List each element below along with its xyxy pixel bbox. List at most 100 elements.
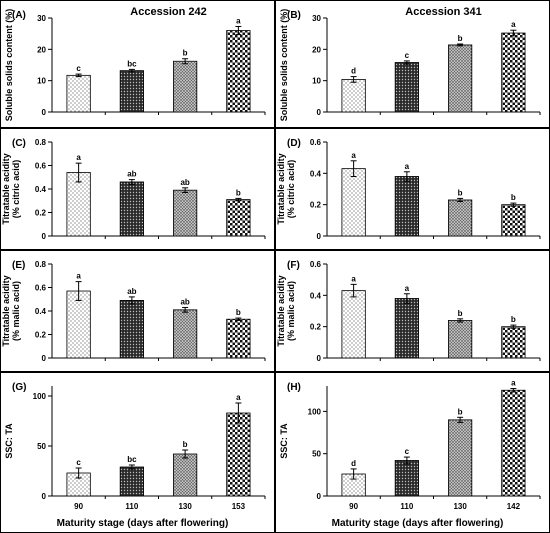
bar-G-110	[119, 466, 144, 497]
y-tick-label: 100	[33, 392, 47, 401]
significance-letter: bc	[127, 59, 137, 68]
significance-letter: d	[351, 459, 356, 468]
y-tick-label: 0	[42, 232, 47, 241]
bar-E-130	[173, 309, 198, 359]
panel-A: 0 10 20 30 (A) Accession 242 Soluble solids co…	[0, 0, 275, 128]
panel-border	[0, 250, 275, 372]
x-tick-label: 130	[453, 502, 467, 511]
chart-title: Accession 242	[130, 6, 206, 18]
significance-letter: a	[405, 284, 410, 293]
panel-E: 0 0.2 0.4 0.6 0.8 (E)Titratable acidity (% mal…	[0, 250, 275, 372]
bar-A-153	[226, 30, 251, 113]
x-tick-label: 110	[400, 502, 413, 511]
bar-F-130	[448, 320, 473, 359]
significance-letter: a	[236, 393, 241, 402]
bar-F-142	[501, 326, 526, 359]
y-tick-label: 0.4	[35, 307, 47, 316]
bar-B-110	[394, 62, 419, 113]
y-tick-label: 20	[312, 45, 321, 54]
y-axis-label: Titratable acidity	[276, 153, 286, 224]
y-tick-label: 0	[42, 108, 47, 117]
x-tick-label: 153	[232, 502, 246, 511]
significance-letter: ab	[180, 297, 189, 306]
panel-label: (F)	[287, 260, 300, 271]
x-axis-label: Maturity stage (days after flowering)	[332, 518, 504, 529]
bar-A-130	[173, 60, 198, 113]
y-axis-label: (% citric acid)	[11, 160, 21, 219]
significance-letter: c	[405, 447, 410, 456]
significance-letter: ab	[127, 287, 136, 296]
panel-D: 0 0.2 0.4 0.6 (D)Titratable acidity (% citric…	[275, 128, 550, 250]
y-tick-label: 0.6	[35, 284, 47, 293]
significance-letter: b	[458, 407, 463, 416]
panel-label: (A)	[12, 10, 26, 21]
y-tick-label: 0.2	[310, 201, 322, 210]
significance-letter: a	[351, 274, 356, 283]
panel-C: 0 0.2 0.4 0.6 0.8 (C)Titratable acidity (% cit…	[0, 128, 275, 250]
panel-label: (D)	[287, 138, 301, 149]
significance-letter: a	[405, 162, 410, 171]
y-tick-label: 0.6	[310, 138, 322, 147]
significance-letter: a	[236, 16, 241, 25]
x-tick-label: 130	[178, 502, 192, 511]
significance-letter: ab	[180, 178, 189, 187]
panel-B: 0 10 20 30 (B) Accession 341 Soluble solids co…	[275, 0, 550, 128]
y-axis-label: (% citric acid)	[286, 160, 296, 219]
x-tick-label: 90	[74, 502, 83, 511]
panel-label: (B)	[287, 10, 301, 21]
y-axis-label: (% malic acid)	[286, 281, 296, 341]
x-tick-label: 90	[349, 502, 358, 511]
bar-G-153	[226, 412, 251, 497]
panel-border	[0, 128, 275, 250]
bar-D-142	[501, 204, 526, 237]
significance-letter: b	[511, 193, 516, 202]
panel-label: (E)	[12, 260, 25, 271]
panel-label: (H)	[287, 382, 301, 393]
significance-letter: d	[351, 67, 356, 76]
y-tick-label: 0.4	[35, 185, 47, 194]
y-tick-label: 0.2	[35, 331, 47, 340]
significance-letter: c	[76, 458, 81, 467]
y-tick-label: 0.6	[35, 162, 47, 171]
y-tick-label: 50	[312, 450, 321, 459]
bar-B-142	[501, 32, 526, 113]
significance-letter: c	[405, 51, 410, 60]
y-tick-label: 0.2	[310, 323, 322, 332]
y-tick-label: 10	[312, 77, 321, 86]
y-tick-label: 30	[37, 14, 46, 23]
y-axis-label: Titratable acidity	[276, 275, 286, 346]
y-axis-label: Soluble solids content (%)	[4, 9, 14, 122]
y-tick-label: 0.4	[310, 169, 322, 178]
y-tick-label: 20	[37, 45, 46, 54]
y-tick-label: 0.8	[35, 138, 47, 147]
bar-G-130	[173, 453, 198, 497]
bar-E-153	[226, 318, 251, 359]
panel-label: (G)	[12, 382, 26, 393]
bar-A-110	[119, 70, 144, 113]
y-tick-label: 0	[317, 492, 322, 501]
panel-border	[0, 0, 275, 128]
x-tick-label: 110	[125, 502, 138, 511]
bar-E-90	[66, 290, 91, 359]
bar-C-153	[226, 199, 251, 237]
panel-label: (C)	[12, 138, 26, 149]
significance-letter: c	[76, 64, 81, 73]
y-tick-label: 0	[317, 232, 322, 241]
panel-H: 0 50 100 (H) SSC: TA d 90 c 110 b 130 a 142Maturity …	[275, 372, 550, 533]
significance-letter: b	[458, 188, 463, 197]
significance-letter: a	[76, 272, 81, 281]
y-tick-label: 0	[42, 492, 47, 501]
y-tick-label: 0	[42, 354, 47, 363]
chart-title: Accession 341	[405, 6, 481, 18]
y-tick-label: 0.8	[35, 260, 47, 269]
bar-D-90	[341, 168, 366, 237]
significance-letter: b	[458, 34, 463, 43]
bar-A-90	[66, 74, 91, 113]
x-tick-label: 142	[507, 502, 521, 511]
bar-D-130	[448, 199, 473, 237]
bar-D-110	[394, 176, 419, 237]
significance-letter: b	[183, 49, 188, 58]
panel-G: 0 50 100 (G) SSC: TA c 90 bc 110 b 130 a 153Maturity…	[0, 372, 275, 533]
bar-F-110	[394, 298, 419, 359]
